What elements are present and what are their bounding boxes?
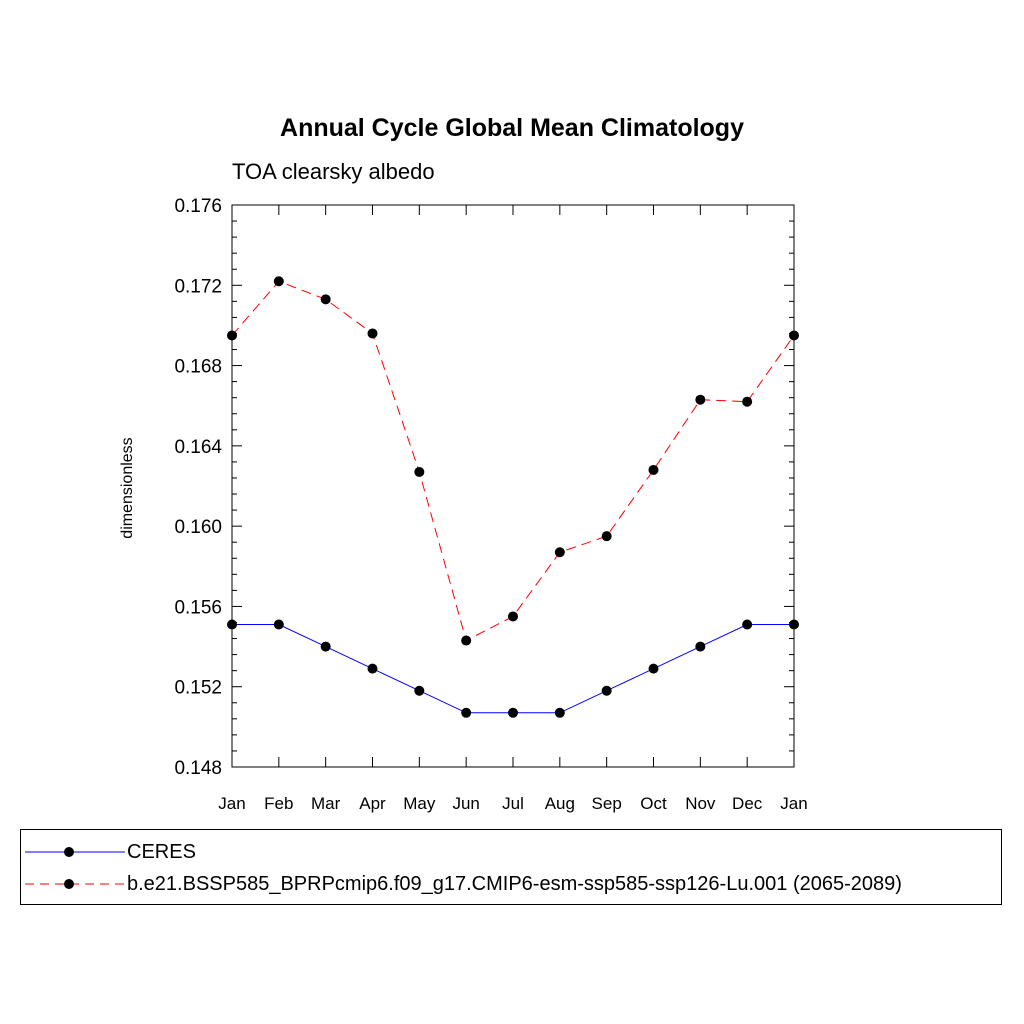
y-tick-label: 0.176 xyxy=(174,196,222,217)
data-point-series-1 xyxy=(273,276,284,287)
y-tick-label: 0.164 xyxy=(174,437,222,458)
series-line-0 xyxy=(232,623,794,714)
legend-entry-model: b.e21.BSSP585_BPRPcmip6.f09_g17.CMIP6-es… xyxy=(21,870,1001,900)
data-point-series-0 xyxy=(601,685,612,696)
data-point-series-1 xyxy=(601,531,612,542)
data-point-series-0 xyxy=(414,685,425,696)
x-tick-label: Nov xyxy=(685,794,716,813)
chart-title: Annual Cycle Global Mean Climatology xyxy=(280,114,744,142)
x-tick-label: Apr xyxy=(359,794,386,813)
data-point-series-1 xyxy=(742,396,753,407)
data-point-series-0 xyxy=(648,663,659,674)
chart-subtitle: TOA clearsky albedo xyxy=(232,159,435,184)
y-tick-label: 0.168 xyxy=(174,357,222,378)
x-tick-label: Oct xyxy=(640,794,667,813)
data-point-series-1 xyxy=(648,464,659,475)
legend: CERES b.e21.BSSP585_BPRPcmip6.f09_g17.CM… xyxy=(20,829,1002,905)
data-point-series-1 xyxy=(414,466,425,477)
x-tick-label: Jan xyxy=(780,794,807,813)
x-tick-label: Mar xyxy=(311,794,341,813)
data-point-series-0 xyxy=(227,619,237,630)
x-tick-label: Feb xyxy=(264,794,293,813)
x-tick-label: May xyxy=(403,794,436,813)
legend-swatch-model xyxy=(25,879,125,889)
data-point-series-1 xyxy=(554,547,565,558)
x-tick-label: Jan xyxy=(218,794,245,813)
data-point-series-0 xyxy=(461,707,472,718)
data-point-series-1 xyxy=(227,330,237,341)
series-line-1 xyxy=(231,280,795,642)
plot-frame xyxy=(231,204,795,768)
x-tick-label: Jun xyxy=(452,794,479,813)
data-point-series-0 xyxy=(695,641,706,652)
legend-label-model: b.e21.BSSP585_BPRPcmip6.f09_g17.CMIP6-es… xyxy=(127,873,902,895)
legend-swatch-ceres xyxy=(25,847,125,857)
data-point-series-0 xyxy=(742,619,753,630)
data-point-series-0 xyxy=(508,707,518,718)
data-point-series-1 xyxy=(367,328,378,339)
x-tick-label: Dec xyxy=(732,794,763,813)
data-point-series-0 xyxy=(789,619,799,630)
y-tick-label: 0.148 xyxy=(174,758,222,779)
y-tick-label: 0.172 xyxy=(174,276,222,297)
y-tick-label: 0.156 xyxy=(174,597,222,618)
data-point-series-1 xyxy=(320,294,331,305)
x-tick-label: Aug xyxy=(545,794,575,813)
data-point-series-1 xyxy=(508,611,518,622)
data-point-series-0 xyxy=(273,619,284,630)
legend-label-ceres: CERES xyxy=(127,841,196,863)
data-point-series-0 xyxy=(320,641,331,652)
data-point-series-1 xyxy=(695,394,706,405)
x-tick-label: Sep xyxy=(592,794,622,813)
y-tick-label: 0.160 xyxy=(174,517,222,538)
x-tick-label: Jul xyxy=(502,794,524,813)
data-point-series-0 xyxy=(554,707,565,718)
legend-entry-ceres: CERES xyxy=(21,838,1001,868)
y-tick-label: 0.152 xyxy=(174,678,222,699)
data-point-series-1 xyxy=(461,635,472,646)
data-point-series-0 xyxy=(367,663,378,674)
data-point-series-1 xyxy=(789,330,799,341)
